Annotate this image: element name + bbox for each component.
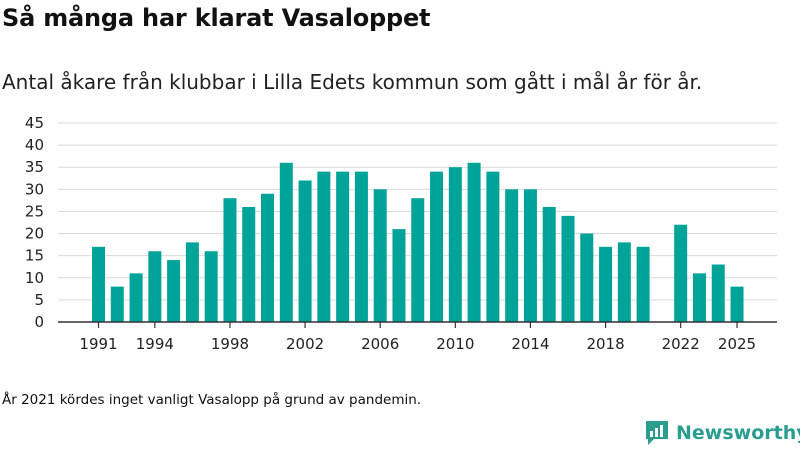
bar-2007 — [392, 229, 406, 322]
y-tick-label: 40 — [25, 136, 44, 154]
bar-2000 — [261, 193, 275, 322]
bar-2010 — [448, 167, 462, 322]
y-tick-label: 25 — [25, 202, 44, 220]
bar-2023 — [692, 273, 706, 322]
bar-1991 — [92, 246, 105, 322]
bar-2014 — [523, 189, 537, 322]
bar-2006 — [373, 189, 387, 322]
bar-2004 — [336, 171, 350, 322]
y-tick-label: 45 — [25, 114, 44, 132]
bar-2020 — [636, 246, 650, 322]
chart-subtitle: Antal åkare från klubbar i Lilla Edets k… — [2, 70, 703, 94]
bar-1999 — [242, 207, 256, 322]
newsworthy-logo-icon — [646, 421, 668, 445]
bar-2016 — [561, 215, 575, 322]
bar-1996 — [185, 242, 199, 322]
y-tick-label: 20 — [25, 225, 44, 243]
footnote: År 2021 kördes inget vanligt Vasalopp på… — [2, 392, 422, 408]
x-tick-label: 2022 — [662, 335, 700, 353]
bar-1992 — [110, 286, 124, 322]
bar-1995 — [167, 260, 181, 322]
x-tick-label: 2006 — [361, 335, 399, 353]
bar-1993 — [129, 273, 143, 322]
bar-2005 — [354, 171, 368, 322]
bar-2018 — [599, 246, 613, 322]
y-tick-label: 35 — [25, 158, 44, 176]
y-tick-label: 10 — [25, 269, 44, 287]
brand-logo[interactable]: Newsworthy — [644, 418, 800, 448]
x-tick-label: 2010 — [436, 335, 474, 353]
bar-2003 — [317, 171, 331, 322]
y-tick-label: 15 — [25, 247, 44, 265]
x-tick-label: 2025 — [718, 335, 756, 353]
x-tick-label: 2002 — [286, 335, 324, 353]
x-tick-label: 2018 — [586, 335, 624, 353]
bar-2001 — [279, 162, 293, 322]
y-tick-label: 30 — [25, 180, 44, 198]
bar-2024 — [711, 264, 725, 322]
bar-2002 — [298, 180, 312, 322]
chart-title: Så många har klarat Vasaloppet — [2, 4, 431, 32]
bar-1994 — [148, 251, 162, 322]
x-tick-label: 1998 — [211, 335, 249, 353]
bar-2022 — [674, 224, 688, 322]
bar-2012 — [486, 171, 500, 322]
bar-2008 — [411, 198, 425, 322]
x-tick-label: 1991 — [79, 335, 117, 353]
bar-2009 — [430, 171, 444, 322]
x-tick-label: 1994 — [136, 335, 174, 353]
bar-2015 — [542, 207, 556, 322]
bar-1998 — [223, 198, 237, 322]
bar-2019 — [617, 242, 631, 322]
x-tick-label: 2014 — [511, 335, 549, 353]
bar-2025 — [730, 286, 744, 322]
y-tick-label: 0 — [34, 313, 44, 331]
y-tick-label: 5 — [34, 291, 44, 309]
bar-2017 — [580, 233, 594, 322]
brand-name: Newsworthy — [676, 422, 800, 444]
bar-2011 — [467, 162, 481, 322]
bar-1997 — [204, 251, 218, 322]
bar-2013 — [505, 189, 519, 322]
